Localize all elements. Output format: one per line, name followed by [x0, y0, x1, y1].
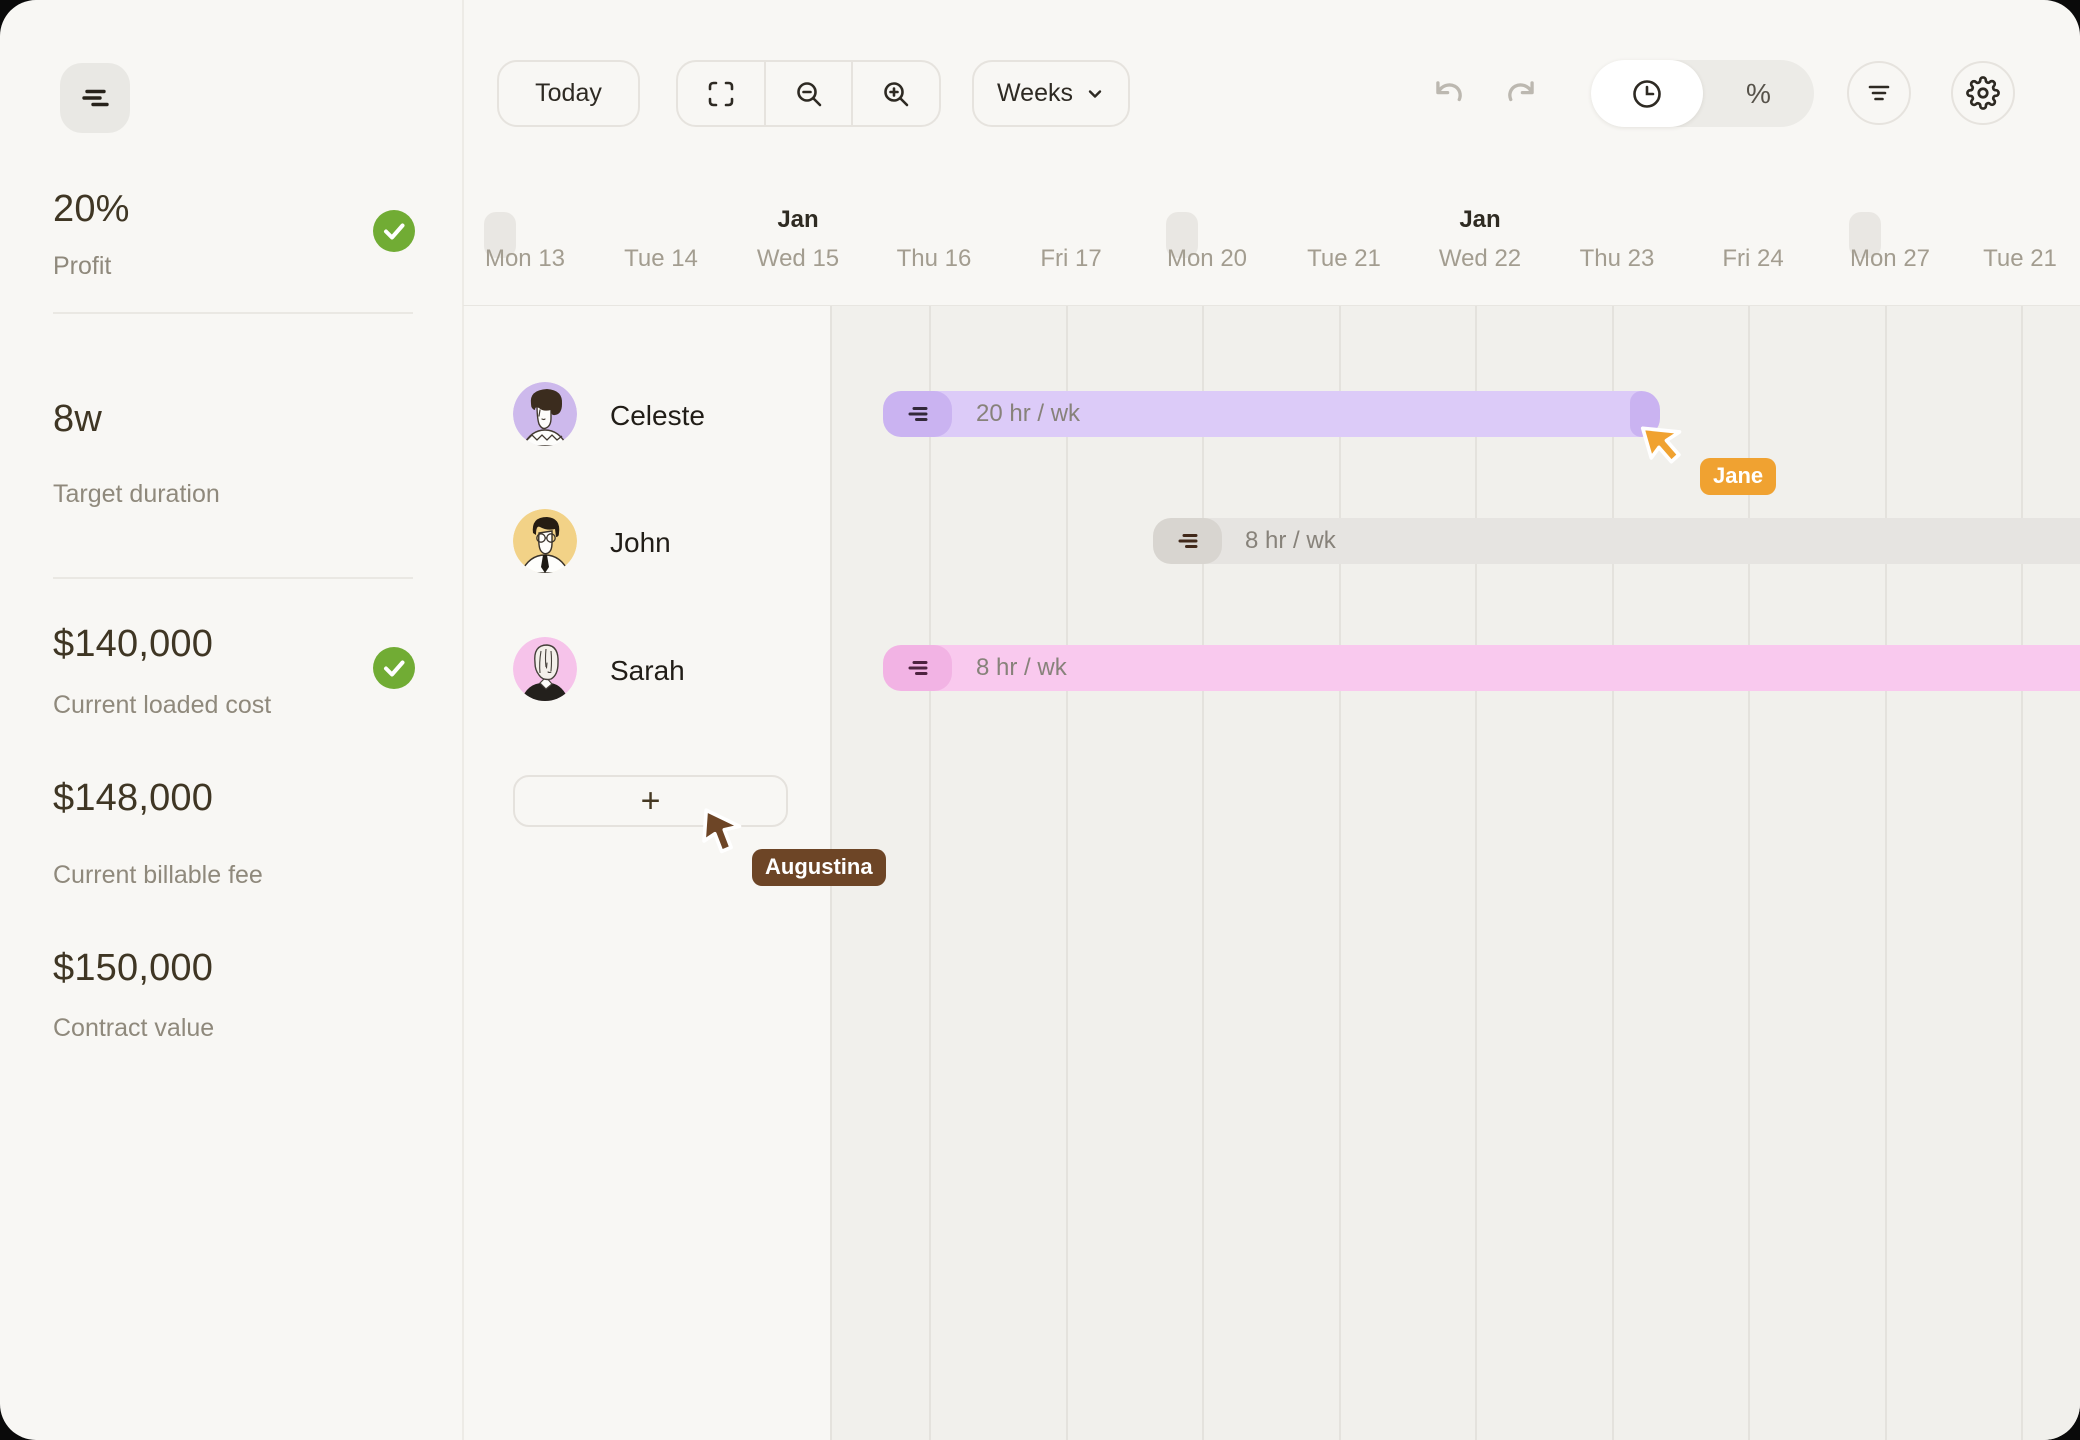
day-label: Fri 17 [1040, 245, 1102, 272]
check-icon [373, 210, 415, 252]
gantt-lines-icon [77, 80, 113, 116]
redo-button[interactable] [1503, 76, 1539, 112]
header-divider [463, 305, 2080, 306]
gridline [1066, 306, 1068, 1440]
zoom-out-button[interactable] [763, 62, 852, 125]
gridline [1612, 306, 1614, 1440]
day-label: Mon 20 [1166, 245, 1248, 272]
allocation-label: 20 hr / wk [976, 400, 1081, 427]
day-label: Thu 16 [896, 245, 972, 272]
zoom-in-icon [881, 79, 911, 109]
bar-drag-handle[interactable] [1153, 518, 1222, 564]
sidebar-divider [462, 0, 464, 1440]
filter-icon [1863, 77, 1895, 109]
menu-logo-button[interactable] [60, 63, 130, 133]
week-marker-chip [484, 212, 516, 258]
settings-button[interactable] [1951, 61, 2015, 125]
month-label: Jan [1459, 206, 1501, 233]
day-label: Thu 23 [1579, 245, 1655, 272]
week-marker-chip [1166, 212, 1198, 258]
day-label: Tue 14 [624, 245, 698, 272]
jane-cursor-icon [1637, 414, 1694, 473]
plus-icon: + [640, 781, 661, 820]
allocation-bar-sarah[interactable]: 8 hr / wk [883, 645, 2080, 691]
fit-screen-button[interactable] [678, 62, 764, 125]
stat-contract-label: Contract value [53, 1014, 215, 1042]
person-name: John [610, 527, 671, 558]
filter-button[interactable] [1847, 61, 1911, 125]
percent-icon: % [1746, 77, 1771, 109]
stat-duration-value: 8w [53, 398, 102, 440]
view-select-label: Weeks [997, 79, 1073, 107]
gridline [1475, 306, 1477, 1440]
check-icon [373, 647, 415, 689]
gridline [1339, 306, 1341, 1440]
month-label: Jan [777, 206, 819, 233]
zoom-controls [676, 60, 941, 127]
stat-billable-fee-label: Current billable fee [53, 861, 263, 889]
divider [53, 577, 413, 579]
allocation-bar-john[interactable]: 8 hr / wk [1153, 518, 2080, 564]
stat-contract-value: $150,000 [53, 947, 214, 989]
time-percent-toggle[interactable]: % [1591, 60, 1814, 127]
day-label: Mon 13 [484, 245, 566, 272]
gridline [1885, 306, 1887, 1440]
jane-cursor-label: Jane [1700, 458, 1777, 495]
zoom-in-button[interactable] [851, 62, 939, 125]
stat-billable-fee-value: $148,000 [53, 777, 214, 819]
today-label: Today [535, 79, 602, 107]
week-marker-chip [1849, 212, 1881, 258]
day-label: Tue 21 [1307, 245, 1381, 272]
toggle-percent-option[interactable]: % [1703, 60, 1814, 127]
stat-profit-value: 20% [53, 188, 130, 230]
day-label: Tue 21 [1983, 245, 2057, 272]
avatar-sarah [513, 637, 577, 701]
today-button[interactable]: Today [497, 60, 640, 127]
fit-screen-icon [706, 79, 736, 109]
allocation-bar-celeste[interactable]: 20 hr / wk [883, 391, 1660, 437]
stat-loaded-cost-value: $140,000 [53, 623, 214, 665]
toggle-time-option[interactable] [1591, 60, 1703, 127]
person-name: Celeste [610, 400, 705, 431]
augustina-cursor-icon [698, 806, 747, 857]
zoom-out-icon [794, 79, 824, 109]
clock-icon [1630, 77, 1664, 111]
gear-icon [1966, 76, 2000, 110]
day-label: Wed 15 [756, 245, 840, 272]
day-label: Wed 22 [1438, 245, 1522, 272]
view-select[interactable]: Weeks [972, 60, 1130, 127]
bar-drag-handle[interactable] [883, 645, 952, 691]
stat-loaded-cost-label: Current loaded cost [53, 691, 272, 719]
avatar-john [513, 509, 577, 573]
gridline [1748, 306, 1750, 1440]
gridline [2021, 306, 2023, 1440]
day-label: Fri 24 [1722, 245, 1784, 272]
chevron-down-icon [1085, 84, 1105, 104]
stat-profit-label: Profit [53, 252, 112, 280]
add-person-button[interactable]: + [513, 775, 788, 827]
allocation-label: 8 hr / wk [976, 654, 1067, 681]
day-label: Mon 27 [1849, 245, 1931, 272]
undo-button[interactable] [1431, 76, 1467, 112]
augustina-cursor-label: Augustina [752, 849, 886, 886]
allocation-label: 8 hr / wk [1245, 527, 1336, 554]
divider [53, 312, 413, 314]
gridline [1202, 306, 1204, 1440]
stat-duration-label: Target duration [53, 480, 220, 508]
avatar-celeste [513, 382, 577, 446]
bar-drag-handle[interactable] [883, 391, 952, 437]
chart-area [830, 306, 2080, 1440]
gridline [929, 306, 931, 1440]
person-name: Sarah [610, 655, 685, 686]
